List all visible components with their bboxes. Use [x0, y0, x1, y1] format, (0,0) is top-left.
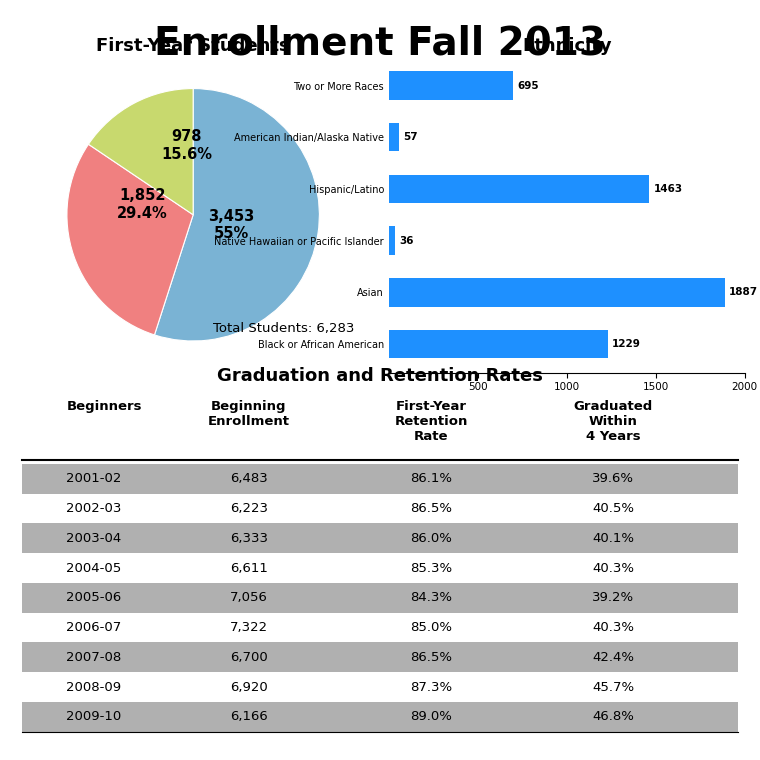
Text: 85.3%: 85.3%	[410, 562, 452, 575]
Text: 2006-07: 2006-07	[66, 621, 122, 634]
Text: 2007-08: 2007-08	[66, 651, 122, 663]
Bar	[389, 330, 607, 358]
Text: 39.6%: 39.6%	[593, 472, 635, 486]
Text: 86.0%: 86.0%	[410, 532, 452, 545]
Text: 2005-06: 2005-06	[66, 591, 122, 604]
FancyBboxPatch shape	[23, 672, 737, 702]
Text: 36: 36	[400, 236, 414, 245]
Text: 86.5%: 86.5%	[410, 651, 452, 663]
Bar	[389, 226, 395, 255]
Text: 40.3%: 40.3%	[593, 562, 635, 575]
Legend: Indiana Residents, Out-of-state, International: Indiana Residents, Out-of-state, Interna…	[393, 160, 540, 220]
Text: 6,223: 6,223	[230, 502, 268, 515]
FancyBboxPatch shape	[23, 524, 737, 553]
Text: 57: 57	[404, 132, 418, 142]
FancyBboxPatch shape	[23, 464, 737, 494]
FancyBboxPatch shape	[23, 583, 737, 613]
Text: 84.3%: 84.3%	[410, 591, 452, 604]
Text: 3,453
55%: 3,453 55%	[208, 209, 254, 241]
FancyBboxPatch shape	[23, 553, 737, 583]
Text: Total Students: 6,283: Total Students: 6,283	[214, 322, 355, 335]
Text: 2002-03: 2002-03	[66, 502, 122, 515]
Text: 6,920: 6,920	[230, 681, 268, 694]
Title: Ethnicity: Ethnicity	[522, 37, 612, 55]
Text: 2008-09: 2008-09	[66, 681, 122, 694]
Title: First-Year Students: First-Year Students	[97, 37, 290, 55]
Text: 6,483: 6,483	[230, 472, 268, 486]
Text: 87.3%: 87.3%	[410, 681, 452, 694]
Text: Beginners: Beginners	[66, 401, 142, 413]
Text: 86.1%: 86.1%	[410, 472, 452, 486]
FancyBboxPatch shape	[23, 494, 737, 524]
Text: 1,852
29.4%: 1,852 29.4%	[117, 188, 168, 221]
FancyBboxPatch shape	[23, 613, 737, 642]
Text: 40.5%: 40.5%	[593, 502, 635, 515]
FancyBboxPatch shape	[23, 702, 737, 732]
Wedge shape	[154, 89, 319, 341]
Text: 39.2%: 39.2%	[592, 591, 635, 604]
Text: 42.4%: 42.4%	[593, 651, 635, 663]
Text: 2003-04: 2003-04	[66, 532, 122, 545]
Text: 7,322: 7,322	[230, 621, 268, 634]
Text: 695: 695	[517, 81, 539, 90]
Text: 978
15.6%: 978 15.6%	[161, 129, 212, 162]
Text: 1229: 1229	[612, 339, 641, 349]
Text: 6,333: 6,333	[230, 532, 268, 545]
Title: Graduation and Retention Rates: Graduation and Retention Rates	[217, 367, 543, 385]
Text: 1463: 1463	[654, 184, 682, 194]
Text: 2004-05: 2004-05	[66, 562, 122, 575]
Text: First-Year
Retention
Rate: First-Year Retention Rate	[394, 401, 467, 443]
Text: 2001-02: 2001-02	[66, 472, 122, 486]
Text: 6,700: 6,700	[230, 651, 268, 663]
Wedge shape	[88, 89, 193, 215]
Text: Beginning
Enrollment: Beginning Enrollment	[207, 401, 290, 429]
Text: 46.8%: 46.8%	[593, 711, 635, 724]
Bar	[389, 278, 725, 306]
Bar	[389, 175, 649, 203]
Bar	[389, 71, 512, 100]
Text: 89.0%: 89.0%	[410, 711, 452, 724]
Bar	[389, 123, 399, 151]
FancyBboxPatch shape	[23, 642, 737, 672]
Text: 40.1%: 40.1%	[593, 532, 635, 545]
Text: Graduated
Within
4 Years: Graduated Within 4 Years	[574, 401, 653, 443]
Text: 1887: 1887	[729, 287, 758, 297]
Text: 45.7%: 45.7%	[592, 681, 635, 694]
Text: 86.5%: 86.5%	[410, 502, 452, 515]
Text: 40.3%: 40.3%	[593, 621, 635, 634]
Text: 85.0%: 85.0%	[410, 621, 452, 634]
Text: 7,056: 7,056	[230, 591, 268, 604]
Text: 6,611: 6,611	[230, 562, 268, 575]
Text: Enrollment Fall 2013: Enrollment Fall 2013	[154, 24, 606, 62]
Text: 6,166: 6,166	[230, 711, 268, 724]
Wedge shape	[67, 144, 193, 335]
Text: 2009-10: 2009-10	[66, 711, 122, 724]
